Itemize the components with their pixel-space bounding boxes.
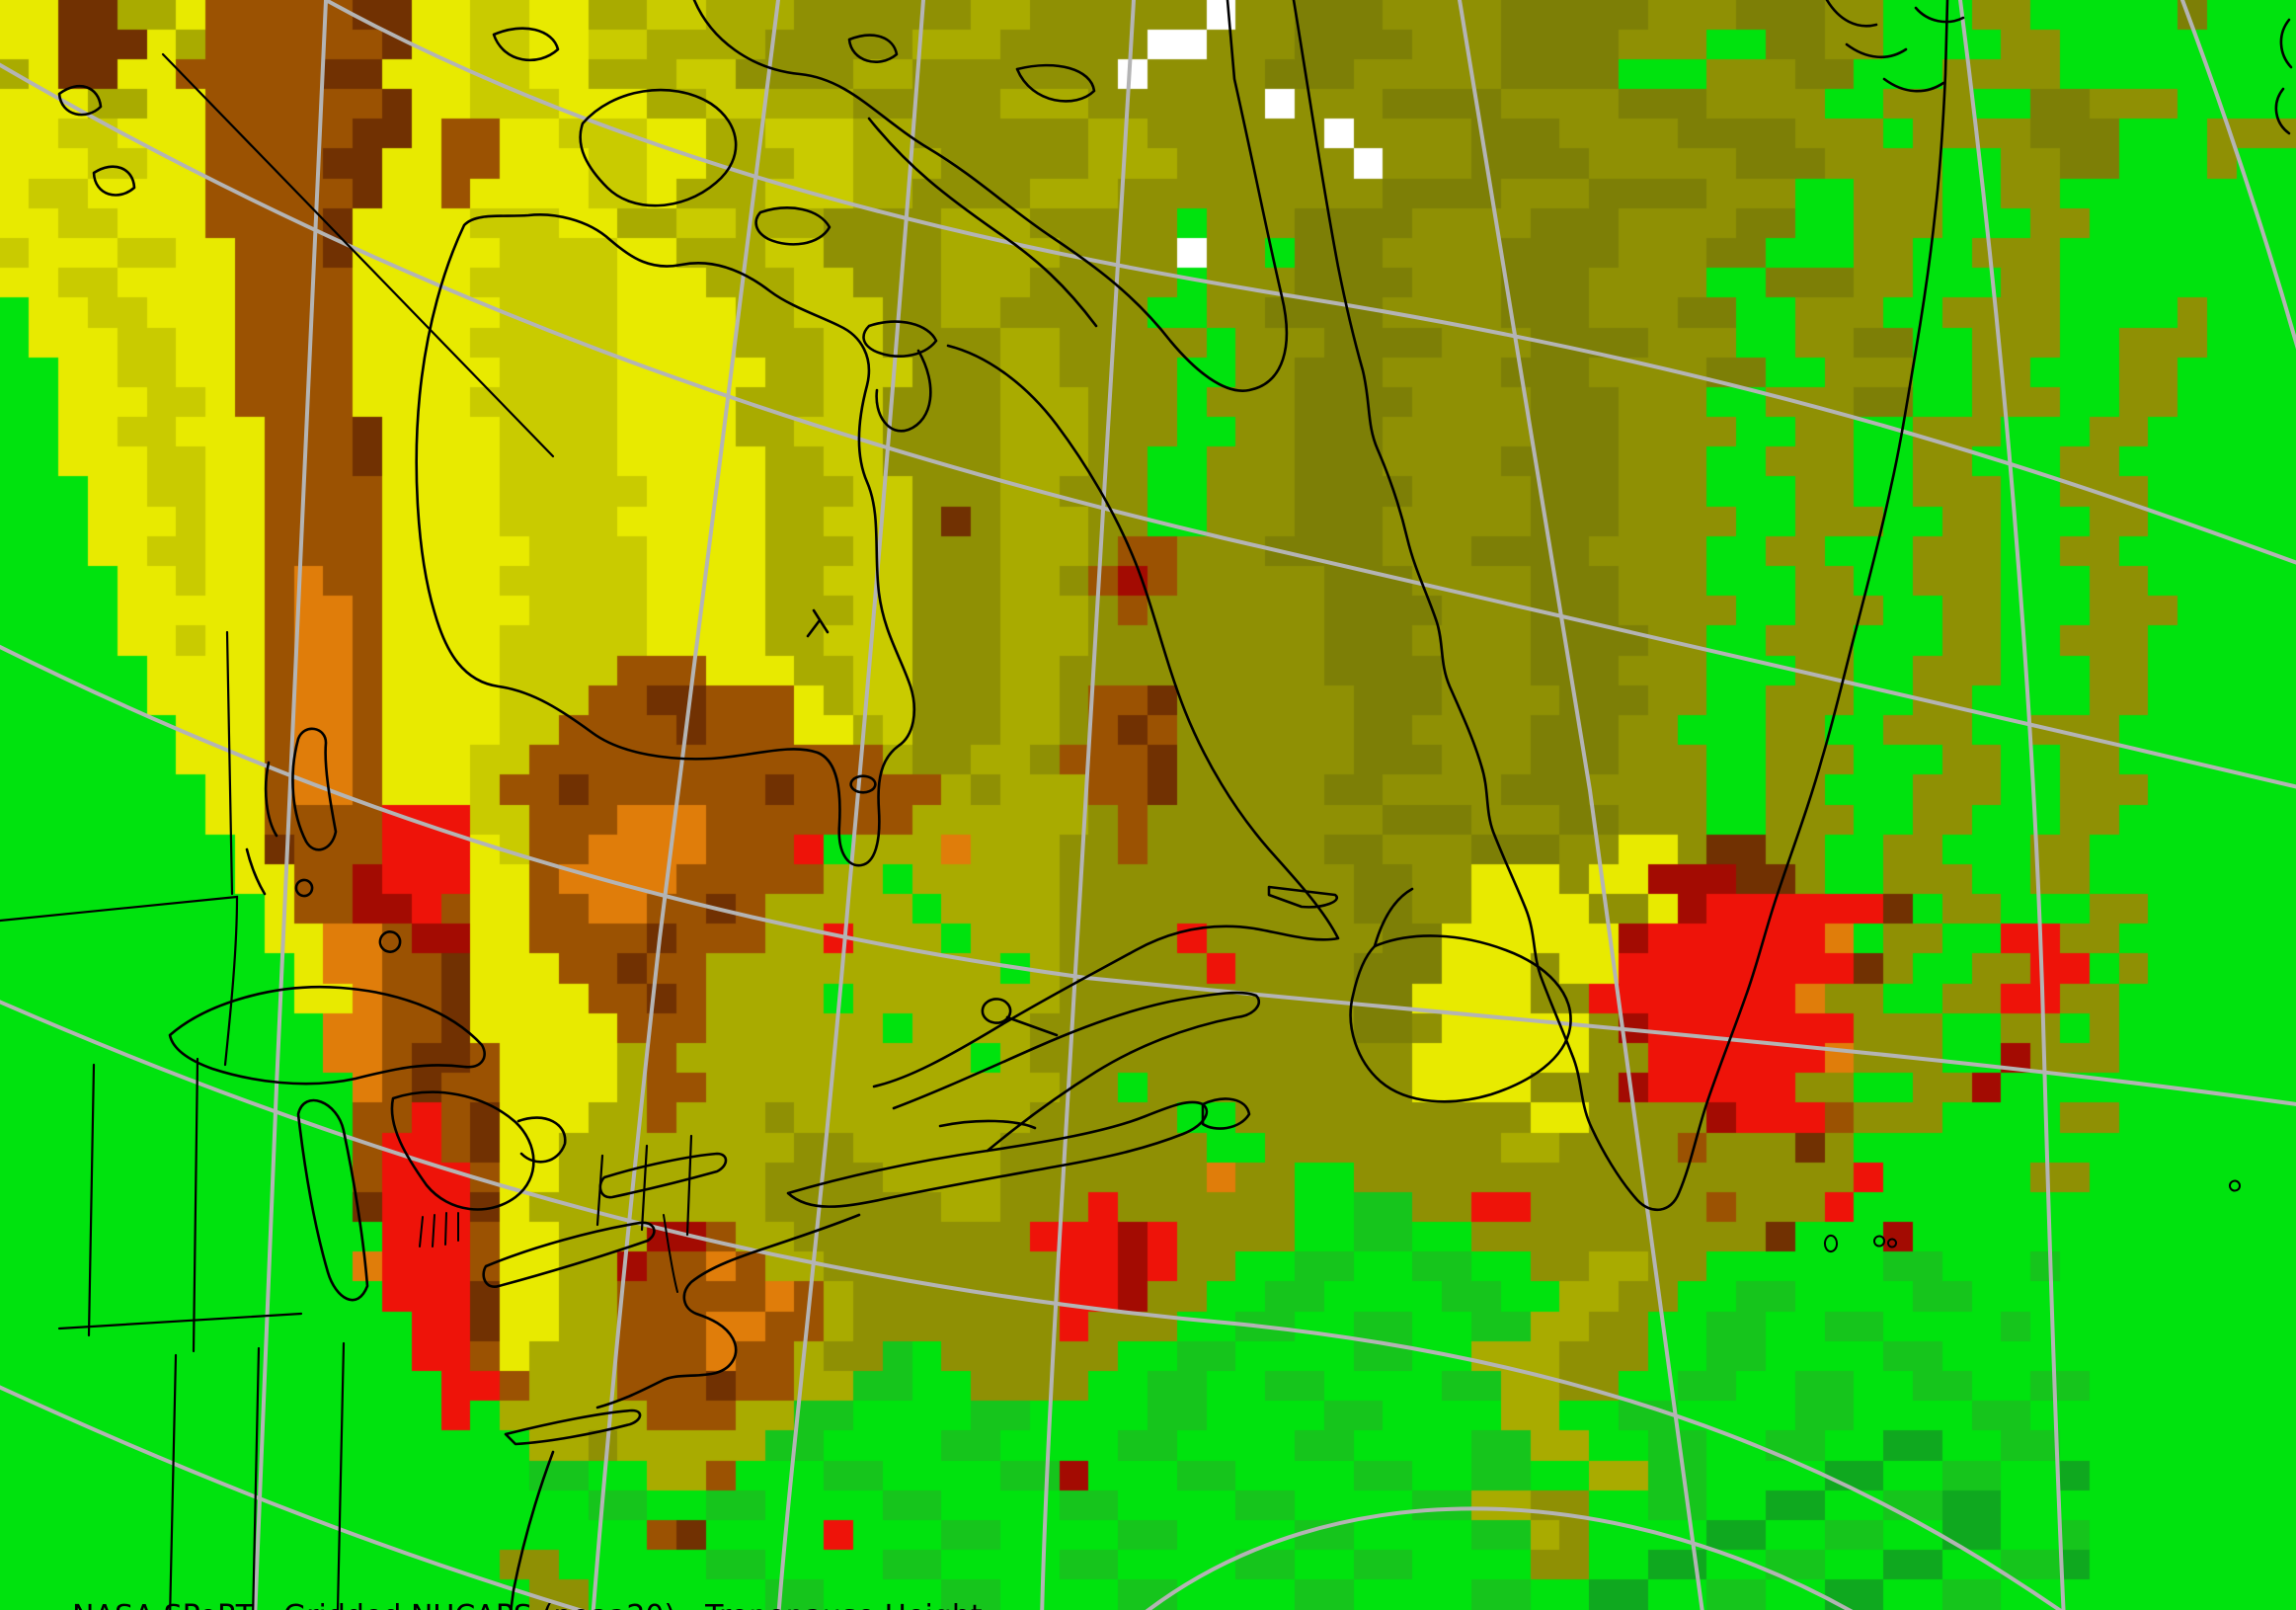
border-line xyxy=(225,630,234,896)
coastline-georgian-bay xyxy=(516,1116,567,1164)
borders xyxy=(0,52,693,1610)
coastline-hudson-bay xyxy=(415,213,916,867)
meridian-line xyxy=(1958,0,2066,1610)
border-line xyxy=(161,52,555,458)
coastline-st-lawrence-south xyxy=(892,991,1261,1153)
coastline-iceland-edge xyxy=(2274,18,2293,135)
coastline-lake-erie xyxy=(482,1221,656,1288)
border-line xyxy=(87,1057,199,1353)
coastline-arctic-islet xyxy=(57,84,103,117)
coastline-lake-winnipeg xyxy=(291,727,338,851)
parallel-line xyxy=(1145,1506,1854,1610)
coastline-lake-superior xyxy=(168,986,486,1086)
border-line xyxy=(169,1341,346,1610)
coastline-lake-ontario xyxy=(598,1152,728,1199)
coastline-arctic-islet xyxy=(492,27,560,62)
coastlines xyxy=(57,0,2293,1610)
meridian-line xyxy=(1458,0,1704,1610)
meridian-line xyxy=(1040,0,1136,1610)
meridian-line xyxy=(2180,0,2296,350)
coastline-mansel-island xyxy=(862,320,938,358)
coastline-newfoundland xyxy=(1349,934,1572,1103)
finger-lakes xyxy=(419,1212,459,1248)
coastline-foxe-basin xyxy=(867,117,1098,328)
parallel-line xyxy=(324,0,2296,565)
lake-champlain xyxy=(663,1214,678,1293)
coastline-belcher-islands xyxy=(806,608,830,638)
sable-islets xyxy=(1823,1179,2241,1253)
coastline-arctic-islet xyxy=(1015,63,1096,103)
coastline-newfoundland-peninsula xyxy=(1373,887,1414,948)
meridian-line xyxy=(253,0,328,1610)
coastline-lake-huron xyxy=(390,1090,535,1211)
border-line xyxy=(0,895,239,1067)
coastline-nova-scotia xyxy=(786,1100,1209,1208)
coastline-east-greenland-fjords xyxy=(1825,0,1965,93)
coastline-lake-michigan xyxy=(296,1098,369,1302)
coastline-cape-breton xyxy=(1201,1097,1251,1130)
lake-nipigon xyxy=(378,930,402,953)
parallel-line xyxy=(0,644,2296,1106)
coastline-arctic-islet xyxy=(92,165,136,197)
border-line xyxy=(595,1134,693,1237)
coastline-long-island xyxy=(504,1409,642,1446)
parallel-line xyxy=(0,1385,587,1610)
coastline-anticosti xyxy=(1267,885,1339,909)
coastline-lake-winnipegosis xyxy=(245,761,278,896)
coastline-baffin-island xyxy=(692,0,1289,392)
coastline-mid-atlantic xyxy=(510,1450,555,1610)
meridian-line xyxy=(776,0,925,1610)
meridian-line xyxy=(591,0,780,1610)
lake-of-the-woods xyxy=(294,878,314,898)
coastline-new-england xyxy=(595,1213,861,1409)
parallel-line xyxy=(0,1000,2064,1610)
coastline-pei xyxy=(938,1119,1037,1130)
coastline-greenland xyxy=(1292,0,1949,1211)
coastline-southampton-island xyxy=(579,88,738,207)
coastline-arctic-islet xyxy=(847,34,899,63)
coastline-akimiski-island xyxy=(849,774,877,794)
map-caption: NASA SPoRT - Gridded NUCAPS (noaa20) - T… xyxy=(72,1525,983,1610)
border-line xyxy=(57,1312,303,1330)
coastline-labrador xyxy=(872,344,1340,1088)
coastline-ungava-bay xyxy=(875,349,932,433)
coastline-coats-island xyxy=(754,206,831,246)
parallel-line xyxy=(0,62,2296,789)
lac-st-jean xyxy=(981,998,1059,1037)
caption-title-line: NASA SPoRT - Gridded NUCAPS (noaa20) - T… xyxy=(72,1598,983,1610)
